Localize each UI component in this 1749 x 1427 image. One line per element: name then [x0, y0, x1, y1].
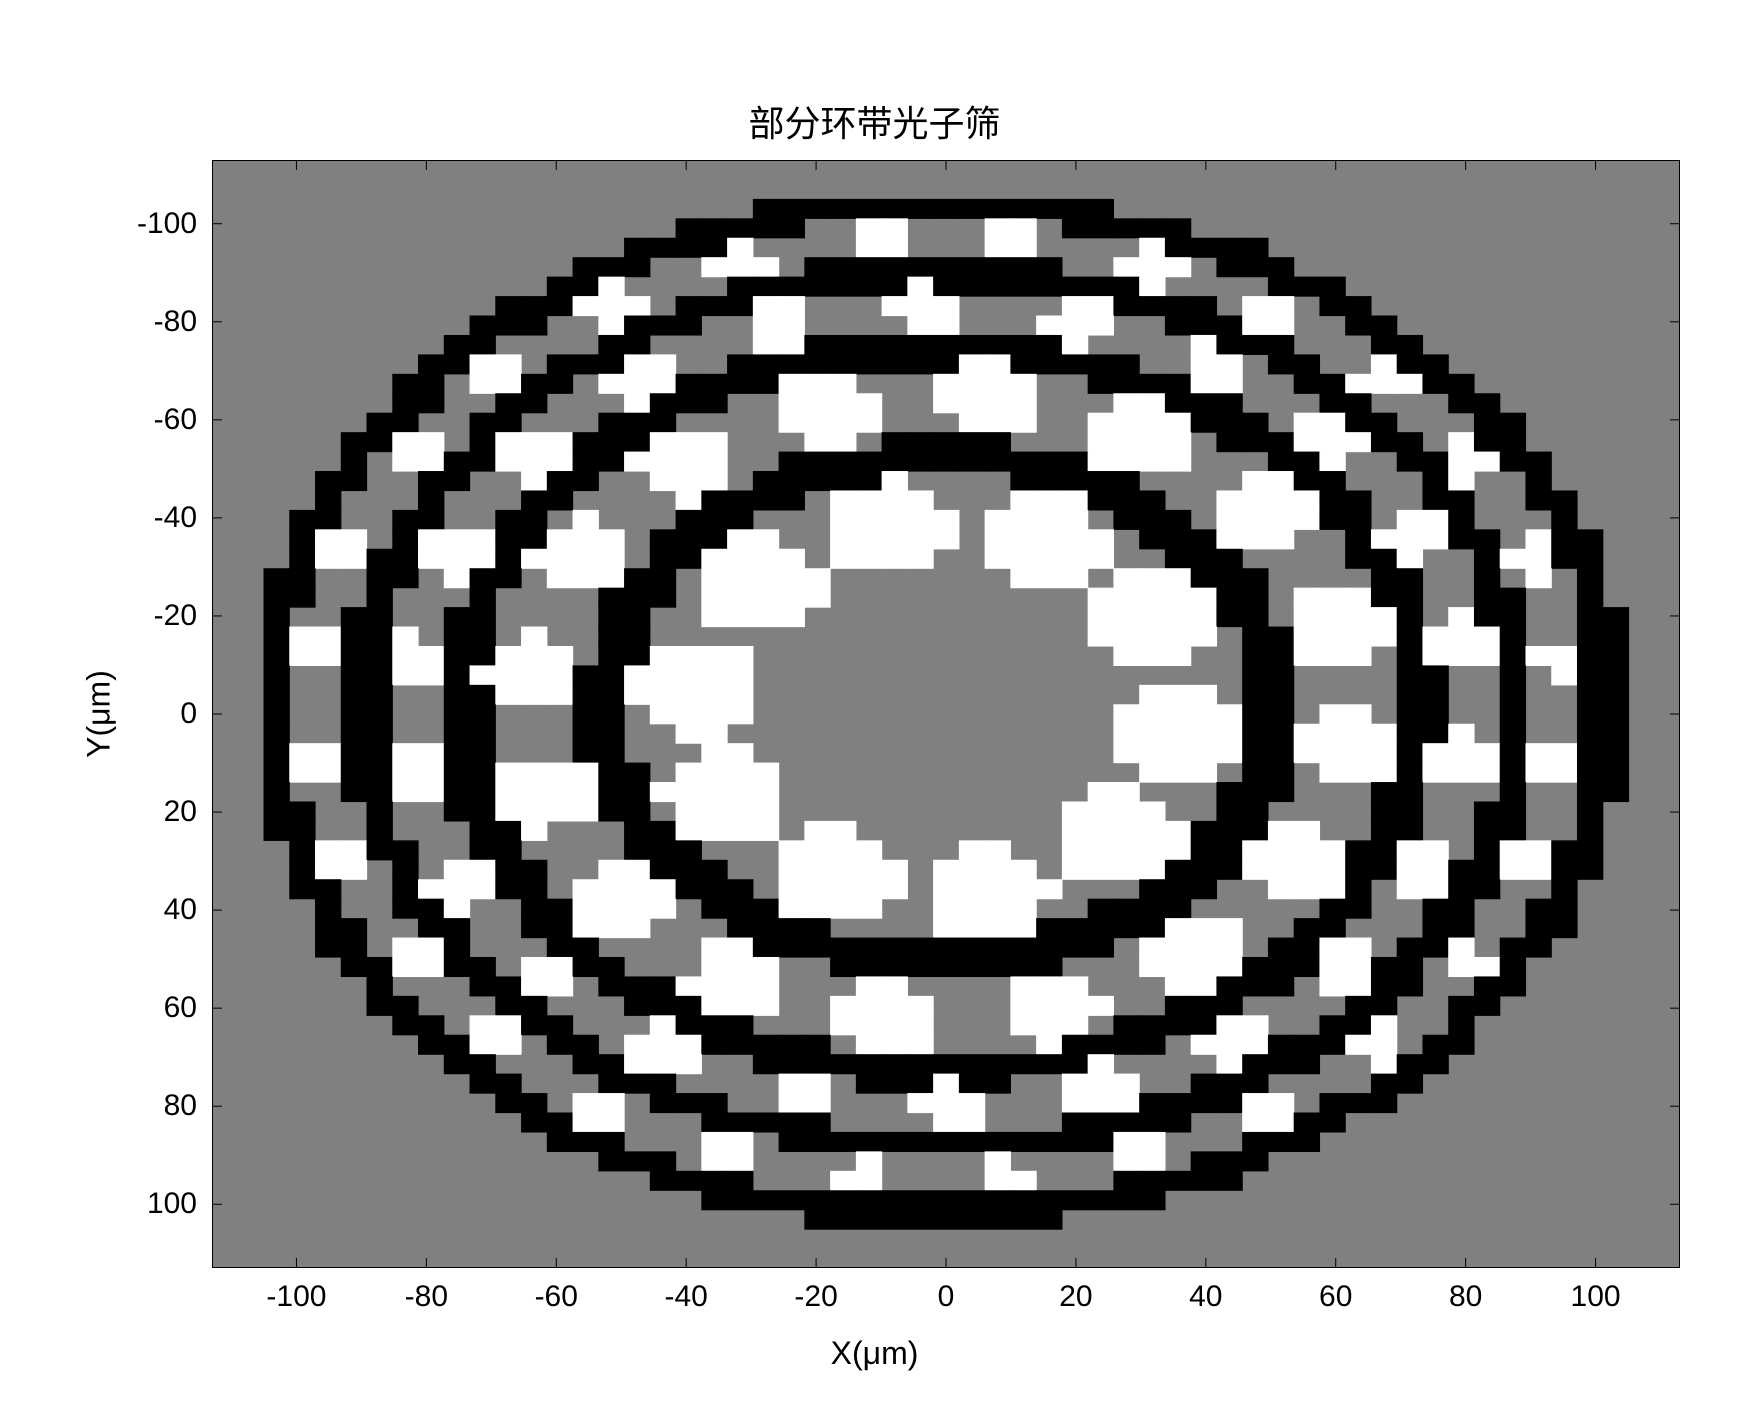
x-tick-label: 100: [1546, 1280, 1646, 1314]
y-tick-label: 0: [77, 697, 197, 731]
y-tick-label: 80: [77, 1089, 197, 1123]
x-tick-label: -60: [506, 1280, 606, 1314]
y-tick-label: 40: [77, 893, 197, 927]
x-tick-label: -80: [376, 1280, 476, 1314]
x-tick-label: -100: [246, 1280, 346, 1314]
y-tick-label: 60: [77, 991, 197, 1025]
x-tick-label: 0: [896, 1280, 996, 1314]
y-tick-label: -80: [77, 305, 197, 339]
y-tick-label: -60: [77, 403, 197, 437]
x-axis-label: X(μm): [831, 1335, 919, 1372]
x-tick-label: 60: [1286, 1280, 1386, 1314]
heatmap-svg: [212, 160, 1680, 1268]
x-tick-label: 80: [1416, 1280, 1516, 1314]
y-tick-label: 20: [77, 795, 197, 829]
y-tick-label: -100: [77, 207, 197, 241]
x-tick-label: -40: [636, 1280, 736, 1314]
x-tick-label: -20: [766, 1280, 866, 1314]
figure: 部分环带光子筛 Y(μm) X(μm) -100-80-60-40-200204…: [0, 0, 1749, 1427]
y-tick-label: 100: [77, 1187, 197, 1221]
x-tick-label: 40: [1156, 1280, 1256, 1314]
x-tick-label: 20: [1026, 1280, 1126, 1314]
y-tick-label: -20: [77, 599, 197, 633]
y-tick-label: -40: [77, 501, 197, 535]
chart-title: 部分环带光子筛: [0, 95, 1749, 147]
